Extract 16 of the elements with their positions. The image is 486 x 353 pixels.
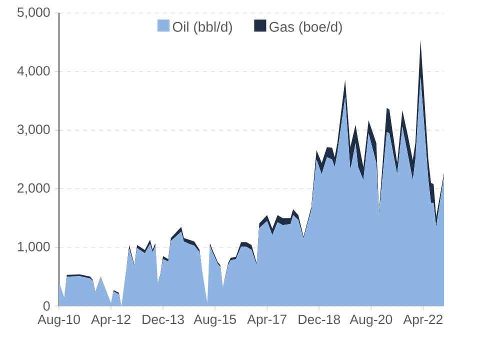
y-tick-label: 0 bbox=[43, 301, 50, 311]
x-tick-label: Aug-20 bbox=[350, 314, 392, 327]
y-tick-label: 4,000 bbox=[17, 66, 50, 78]
x-tick-label: Aug-15 bbox=[194, 314, 236, 327]
x-tick-label: Apr-12 bbox=[91, 314, 130, 327]
y-tick-label: 5,000 bbox=[17, 7, 50, 19]
x-tick-label: Dec-18 bbox=[298, 314, 340, 324]
y-tick-label: 2,000 bbox=[18, 183, 50, 194]
x-tick-label: Aug-10 bbox=[38, 314, 80, 327]
x-tick-label: Dec-13 bbox=[142, 314, 184, 324]
y-tick-label: 1,000 bbox=[18, 242, 50, 253]
x-tick-label: Apr-17 bbox=[247, 314, 286, 327]
x-tick-label: Apr-22 bbox=[403, 314, 443, 327]
legend-label: Oil (bbl/d) bbox=[172, 22, 232, 35]
legend-label: Gas (boe/d) bbox=[270, 22, 342, 35]
y-tick-label: 3,000 bbox=[17, 124, 50, 136]
